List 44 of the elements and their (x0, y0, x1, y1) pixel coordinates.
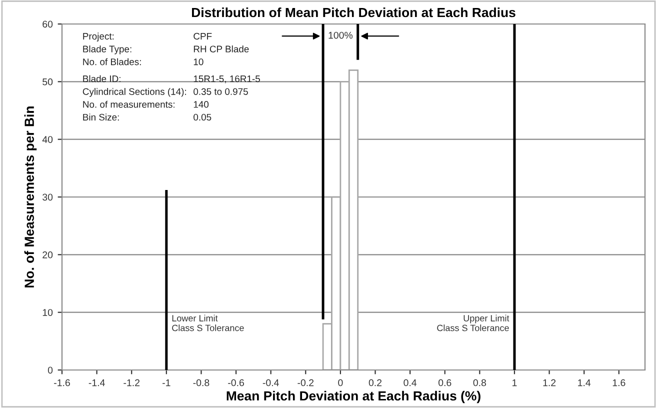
annotation: 15R1-5, 16R1-5 (194, 75, 260, 84)
annotation: 0.35 to 0.975 (194, 88, 248, 95)
y-tick-label: 0 (48, 366, 53, 374)
x-tick-label: -1.2 (124, 379, 140, 386)
y-axis-title: No. of Measurements per Bin (24, 106, 37, 288)
x-tick-label: 1 (512, 379, 517, 386)
annotation: Upper Limit Class S Tolerance (437, 314, 510, 332)
x-tick-label: 0.6 (438, 379, 452, 386)
annotation: RH CP Blade (194, 45, 249, 52)
y-tick-label: 30 (42, 194, 53, 201)
y-tick-label: 40 (42, 136, 53, 143)
x-tick-label: 1.2 (543, 379, 556, 386)
x-tick-label: 0 (338, 379, 343, 386)
x-tick-label: -1.6 (54, 379, 70, 386)
x-tick-label: -1 (162, 379, 170, 386)
x-tick-label: -0.8 (193, 379, 210, 386)
annotation: CPF (194, 32, 212, 40)
annotation: Blade Type: (83, 45, 132, 54)
x-tick-label: 1.6 (612, 379, 626, 386)
x-tick-label: 0.4 (404, 379, 417, 386)
annotation: Bin Size: (83, 114, 119, 121)
x-tick-label: -0.4 (262, 379, 279, 386)
x-axis-title: Mean Pitch Deviation at Each Radius (%) (226, 390, 480, 404)
annotation: 10 (194, 58, 204, 66)
y-tick-label: 20 (42, 251, 53, 258)
annotation: Blade ID: (83, 75, 120, 82)
annotation: 140 (194, 101, 209, 108)
annotation: Project: (83, 32, 114, 42)
y-tick-label: 10 (42, 309, 53, 316)
y-tick-label: 60 (42, 20, 53, 28)
x-tick-label: -1.4 (88, 379, 105, 386)
chart-title: Distribution of Mean Pitch Deviation at Each Radius (192, 7, 516, 18)
x-tick-label: -0.6 (228, 379, 244, 386)
x-tick-label: 0.8 (473, 379, 486, 386)
x-tick-label: -0.2 (298, 379, 314, 386)
annotation: Lower Limit Class S Tolerance (172, 314, 244, 332)
y-tick-label: 50 (42, 78, 53, 86)
annotation: 0.05 (194, 114, 212, 121)
x-tick-label: 1.4 (578, 379, 591, 386)
x-tick-label: 0.2 (368, 379, 382, 386)
annotation: No. of Blades: (83, 58, 141, 66)
annotation: Cylindrical Sections (14): (82, 88, 186, 97)
annotation: No. of measurements: (83, 100, 174, 108)
annotation: 100% (328, 32, 353, 39)
